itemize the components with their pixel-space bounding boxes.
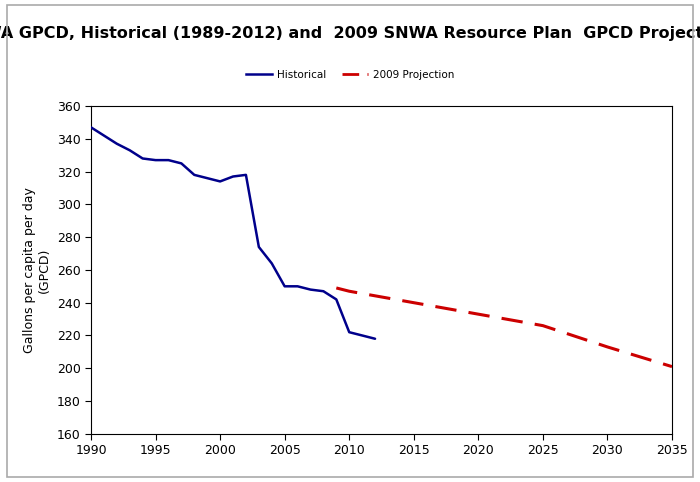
Y-axis label: Gallons per capita per day
(GPCD): Gallons per capita per day (GPCD) [23,187,51,353]
Legend: Historical, 2009 Projection: Historical, 2009 Projection [241,66,458,84]
Text: SNWA GPCD, Historical (1989-2012) and  2009 SNWA Resource Plan  GPCD Projections: SNWA GPCD, Historical (1989-2012) and 20… [0,26,700,41]
